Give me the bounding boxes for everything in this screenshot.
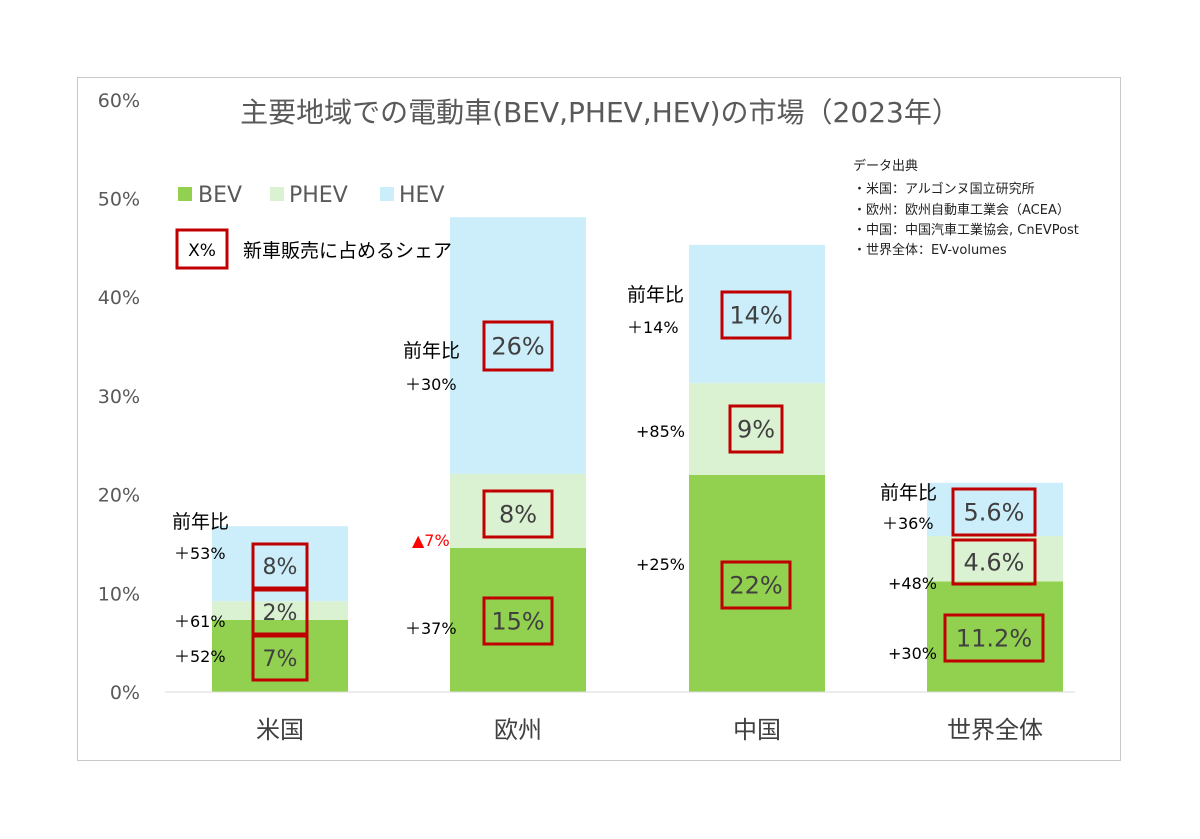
share-label: 11.2% bbox=[956, 625, 1032, 653]
yoy-label: ＋36% bbox=[882, 514, 934, 533]
yoy-heading: 前年比 bbox=[172, 511, 229, 533]
share-box bbox=[482, 596, 554, 646]
yoy-label: ＋52% bbox=[174, 647, 226, 666]
source-item: ・米国：アルゴンヌ国立研究所 bbox=[853, 182, 1035, 197]
yoy-heading: 前年比 bbox=[403, 340, 460, 362]
share-box bbox=[251, 542, 309, 590]
source-title: データ出典 bbox=[853, 159, 919, 174]
bar-segment-bev bbox=[689, 474, 825, 692]
bar-segment-hev bbox=[450, 217, 586, 474]
yoy-label: +25% bbox=[636, 555, 685, 574]
share-box bbox=[720, 560, 792, 610]
share-label: 2% bbox=[263, 601, 298, 626]
chart-title: 主要地域での電動車(BEV,PHEV,HEV)の市場（2023年） bbox=[240, 96, 960, 129]
legend-swatch bbox=[380, 187, 394, 201]
share-label: 7% bbox=[263, 647, 298, 672]
y-tick-label: 50% bbox=[98, 189, 140, 211]
yoy-label: ＋53% bbox=[174, 544, 226, 563]
yoy-label: ＋14% bbox=[627, 318, 679, 337]
x-tick-label: 中国 bbox=[733, 716, 781, 744]
legend-label: PHEV bbox=[289, 183, 348, 208]
share-box bbox=[720, 290, 792, 340]
share-key-sample: X% bbox=[188, 241, 216, 261]
legend-label: BEV bbox=[198, 183, 242, 208]
bar-segment-bev bbox=[450, 547, 586, 692]
share-label: 15% bbox=[491, 608, 544, 636]
yoy-heading: 前年比 bbox=[880, 482, 937, 504]
chart-frame bbox=[77, 77, 1121, 761]
x-tick-label: 米国 bbox=[256, 716, 304, 744]
source-item: ・世界全体：EV-volumes bbox=[853, 243, 1007, 258]
share-label: 14% bbox=[729, 302, 782, 330]
bar-segment-bev bbox=[927, 581, 1063, 692]
source-item: ・中国：中国汽車工業協会, CnEVPost bbox=[853, 223, 1079, 238]
y-tick-label: 40% bbox=[98, 287, 140, 309]
y-tick-label: 0% bbox=[110, 682, 140, 704]
share-box bbox=[482, 489, 554, 539]
legend-swatch bbox=[270, 187, 284, 201]
yoy-label: ▲7% bbox=[412, 531, 450, 550]
share-key-text: 新車販売に占めるシェア bbox=[243, 240, 452, 262]
y-tick-label: 20% bbox=[98, 485, 140, 507]
share-box bbox=[943, 613, 1045, 663]
yoy-label: +48% bbox=[888, 574, 937, 593]
share-box bbox=[482, 320, 554, 372]
y-tick-label: 60% bbox=[98, 90, 140, 112]
share-label: 4.6% bbox=[964, 549, 1025, 577]
legend-label: HEV bbox=[399, 183, 445, 208]
share-box bbox=[251, 588, 309, 636]
source-item: ・欧州：欧州自動車工業会（ACEA） bbox=[853, 203, 1070, 218]
share-label: 22% bbox=[729, 572, 782, 600]
share-box bbox=[728, 404, 784, 454]
share-box bbox=[951, 538, 1037, 586]
yoy-label: ＋30% bbox=[405, 375, 457, 394]
yoy-label: +30% bbox=[888, 644, 937, 663]
yoy-label: ＋61% bbox=[174, 612, 226, 631]
share-label: 8% bbox=[499, 501, 537, 529]
share-box bbox=[951, 487, 1037, 537]
bar-segment-phev bbox=[212, 601, 348, 620]
bar-segment-hev bbox=[927, 482, 1063, 537]
yoy-label: ＋37% bbox=[405, 619, 457, 638]
share-label: 26% bbox=[491, 333, 544, 361]
share-box bbox=[251, 634, 309, 682]
legend-swatch bbox=[178, 187, 192, 201]
yoy-heading: 前年比 bbox=[627, 284, 684, 306]
share-key-box bbox=[175, 228, 229, 270]
x-tick-label: 世界全体 bbox=[947, 716, 1043, 744]
bar-segment-hev bbox=[689, 244, 825, 384]
yoy-label: +85% bbox=[636, 422, 685, 441]
x-tick-label: 欧州 bbox=[494, 716, 542, 744]
share-label: 8% bbox=[263, 555, 298, 580]
share-label: 9% bbox=[737, 416, 775, 444]
y-tick-label: 30% bbox=[98, 386, 140, 408]
y-tick-label: 10% bbox=[98, 583, 140, 605]
bar-segment-phev bbox=[689, 383, 825, 475]
bar-segment-phev bbox=[927, 536, 1063, 582]
share-label: 5.6% bbox=[964, 499, 1025, 527]
